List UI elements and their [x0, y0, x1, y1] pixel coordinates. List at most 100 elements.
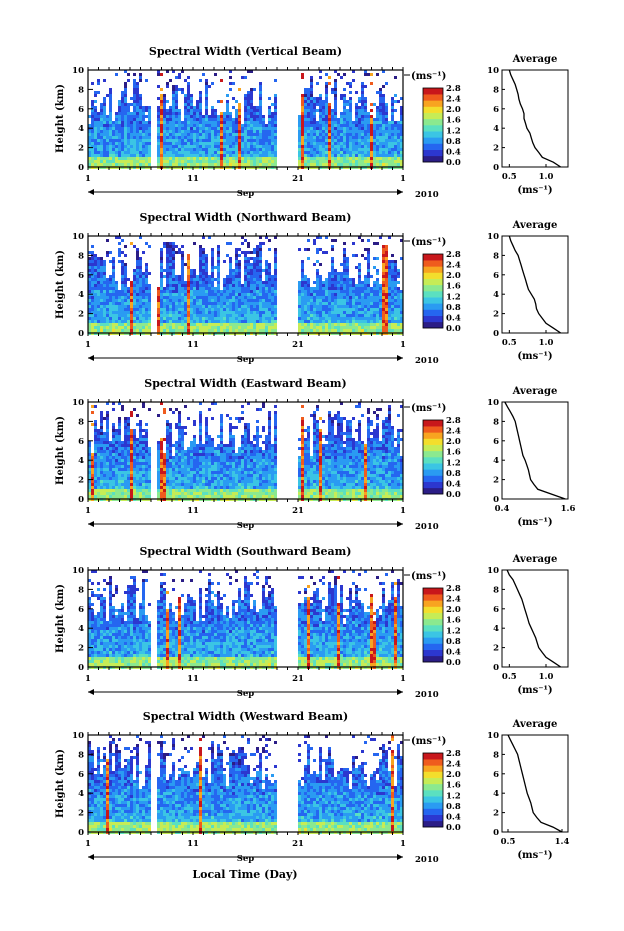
- heatmap-cell: [187, 130, 190, 133]
- heatmap-cell: [373, 130, 376, 133]
- heatmap-cell: [319, 109, 322, 112]
- heatmap-cell: [172, 266, 175, 269]
- heatmap-cell: [355, 308, 358, 311]
- heatmap-cell: [337, 281, 340, 284]
- heatmap-cell: [385, 323, 388, 326]
- heatmap-cell: [397, 323, 400, 326]
- heatmap-cell: [166, 163, 169, 166]
- heatmap-cell: [121, 284, 124, 287]
- heatmap-cell: [328, 106, 331, 109]
- heatmap-cell: [181, 329, 184, 332]
- heatmap-cell: [124, 124, 127, 127]
- heatmap-cell: [226, 148, 229, 151]
- heatmap-cell: [313, 323, 316, 326]
- heatmap-cell: [256, 160, 259, 163]
- heatmap-cell: [271, 145, 274, 148]
- heatmap-cell: [100, 130, 103, 133]
- heatmap-cell: [274, 278, 277, 281]
- heatmap-cell: [373, 136, 376, 139]
- heatmap-cell: [256, 296, 259, 299]
- heatmap-cell: [202, 118, 205, 121]
- heatmap-cell: [115, 320, 118, 323]
- heatmap-cell: [259, 254, 262, 257]
- heatmap-cell: [169, 287, 172, 290]
- heatmap-cell: [220, 145, 223, 148]
- heatmap-cell: [250, 112, 253, 115]
- heatmap-cell: [223, 118, 226, 121]
- heatmap-cell: [109, 142, 112, 145]
- heatmap-cell: [229, 127, 232, 130]
- heatmap-cell: [103, 486, 106, 489]
- heatmap-cell: [220, 154, 223, 157]
- heatmap-cell: [148, 320, 151, 323]
- heatmap-cell: [190, 329, 193, 332]
- heatmap-cell: [340, 115, 343, 118]
- heatmap-cell: [118, 260, 121, 263]
- heatmap-cell: [316, 290, 319, 293]
- heatmap-cell: [319, 314, 322, 317]
- heatmap-cell: [112, 130, 115, 133]
- heatmap-cell: [247, 305, 250, 308]
- heatmap-cell: [250, 293, 253, 296]
- heatmap-cell: [130, 311, 133, 314]
- heatmap-cell: [265, 311, 268, 314]
- heatmap-cell: [238, 163, 241, 166]
- heatmap-cell: [199, 281, 202, 284]
- heatmap-cell: [241, 142, 244, 145]
- heatmap-cell: [148, 142, 151, 145]
- heatmap-cell: [367, 251, 370, 254]
- heatmap-cell: [400, 112, 403, 115]
- heatmap-cell: [199, 154, 202, 157]
- heatmap-cell: [190, 142, 193, 145]
- heatmap-cell: [355, 121, 358, 124]
- heatmap-cell: [136, 148, 139, 151]
- heatmap-cell: [310, 151, 313, 154]
- heatmap-cell: [388, 124, 391, 127]
- heatmap-cell: [160, 103, 163, 106]
- heatmap-cell: [400, 136, 403, 139]
- heatmap-cell: [226, 302, 229, 305]
- heatmap-cell: [361, 91, 364, 94]
- heatmap-cell: [271, 299, 274, 302]
- heatmap-cell: [175, 145, 178, 148]
- heatmap-cell: [127, 139, 130, 142]
- heatmap-cell: [385, 154, 388, 157]
- heatmap-cell: [214, 121, 217, 124]
- heatmap-cell: [397, 293, 400, 296]
- heatmap-cell: [133, 323, 136, 326]
- heatmap-cell: [205, 263, 208, 266]
- heatmap-cell: [247, 311, 250, 314]
- heatmap-cell: [115, 118, 118, 121]
- heatmap-cell: [109, 296, 112, 299]
- heatmap-cell: [148, 112, 151, 115]
- heatmap-cell: [202, 281, 205, 284]
- heatmap-cell: [310, 320, 313, 323]
- heatmap-cell: [271, 281, 274, 284]
- heatmap-cell: [331, 281, 334, 284]
- heatmap-cell: [301, 130, 304, 133]
- heatmap-cell: [130, 314, 133, 317]
- colorbar-swatch: [423, 315, 443, 323]
- heatmap-cell: [262, 157, 265, 160]
- heatmap-cell: [298, 157, 301, 160]
- heatmap-cell: [316, 103, 319, 106]
- heatmap-cell: [88, 151, 91, 154]
- heatmap-cell: [238, 160, 241, 163]
- heatmap-cell: [118, 299, 121, 302]
- heatmap-cell: [394, 151, 397, 154]
- heatmap-cell: [256, 299, 259, 302]
- heatmap-cell: [262, 287, 265, 290]
- heatmap-cell: [355, 124, 358, 127]
- heatmap-cell: [223, 290, 226, 293]
- heatmap-cell: [145, 151, 148, 154]
- heatmap-cell: [130, 160, 133, 163]
- heatmap-cell: [184, 163, 187, 166]
- heatmap-cell: [202, 154, 205, 157]
- heatmap-cell: [358, 305, 361, 308]
- heatmap-cell: [127, 163, 130, 166]
- heatmap-cell: [235, 145, 238, 148]
- heatmap-cell: [97, 157, 100, 160]
- heatmap-cell: [346, 269, 349, 272]
- heatmap-cell: [373, 281, 376, 284]
- heatmap-cell: [190, 290, 193, 293]
